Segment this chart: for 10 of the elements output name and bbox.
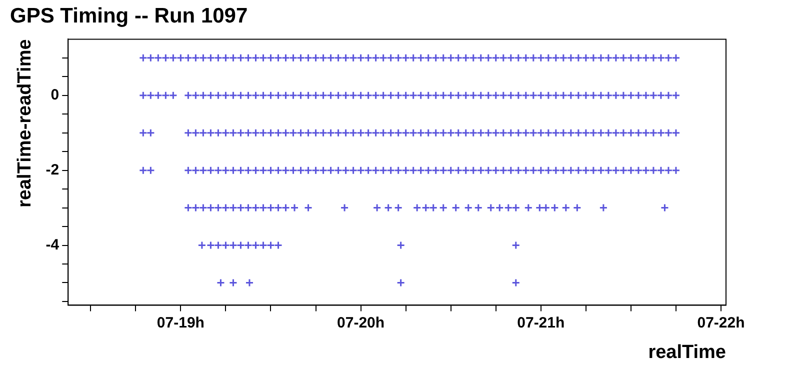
x-tick-label: 07-20h — [337, 314, 385, 332]
x-tick-label: 07-21h — [517, 314, 565, 332]
y-axis-title: realTime-readTime — [14, 39, 36, 208]
x-axis-title: realTime — [648, 342, 726, 363]
chart-title: GPS Timing -- Run 1097 — [10, 4, 248, 28]
y-tick-label: -4 — [46, 236, 60, 254]
x-tick-label: 07-22h — [697, 314, 745, 332]
y-tick-label: -2 — [46, 161, 60, 178]
y-tick-label: 0 — [50, 86, 60, 104]
x-tick-label: 07-19h — [156, 314, 204, 332]
